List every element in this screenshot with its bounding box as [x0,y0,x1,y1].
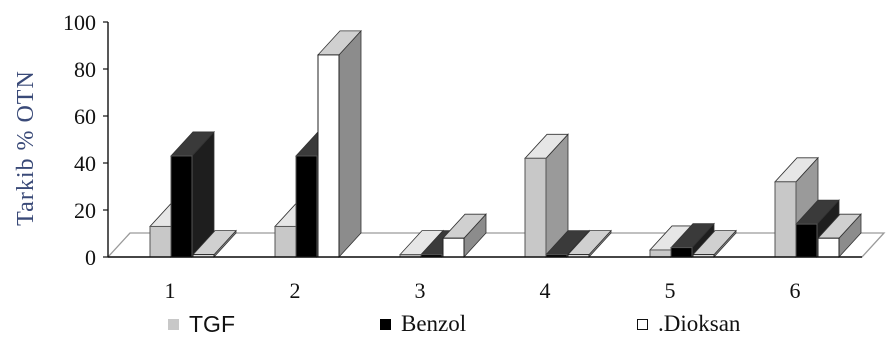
legend-label: TGF [189,311,235,337]
bar-front [442,237,465,258]
bar-front [170,155,193,258]
bar [817,213,862,259]
bar-side [338,29,362,259]
x-tick-label: 5 [665,278,676,303]
y-axis-label: Tarkib % OTN [13,70,39,226]
bar-front [524,157,547,258]
y-tick-label: 0 [85,245,96,270]
bar [170,130,215,259]
bar-front [670,247,693,258]
bar-front [774,181,797,258]
x-tick-label: 1 [165,278,176,303]
legend-swatch [168,319,179,330]
y-tick-label: 80 [74,57,96,82]
bar [524,133,569,259]
x-axis: 1 2 3 4 5 6 [108,256,862,303]
x-tick-label: 6 [790,278,801,303]
bar-front [317,54,340,258]
y-tick-label: 40 [74,151,96,176]
legend-swatch [637,318,648,330]
legend: TGF Benzol .Dioksan [0,311,886,337]
chart-bars [149,29,862,259]
bar [670,222,715,259]
bar-front [295,155,318,258]
bar-front [149,225,172,258]
y-tick-label: 20 [74,198,96,223]
y-axis: 0 20 40 60 80 100 [63,10,109,270]
bar [317,29,362,259]
x-tick-label: 3 [415,278,426,303]
bar-front [817,237,840,258]
legend-swatch [380,318,391,330]
bar [692,229,737,259]
legend-item: .Dioksan [637,311,740,337]
y-tick-label: 60 [74,104,96,129]
bar-front [649,249,672,258]
legend-item: Benzol [380,311,466,337]
bar-front [795,223,818,258]
x-tick-label: 4 [540,278,551,303]
legend-label: Benzol [401,311,467,336]
bar [442,213,487,259]
x-tick-label: 2 [290,278,301,303]
legend-label: .Dioksan [658,311,741,336]
y-tick-label: 100 [63,10,96,35]
bar-front [274,225,297,258]
legend-item: TGF [168,311,235,338]
